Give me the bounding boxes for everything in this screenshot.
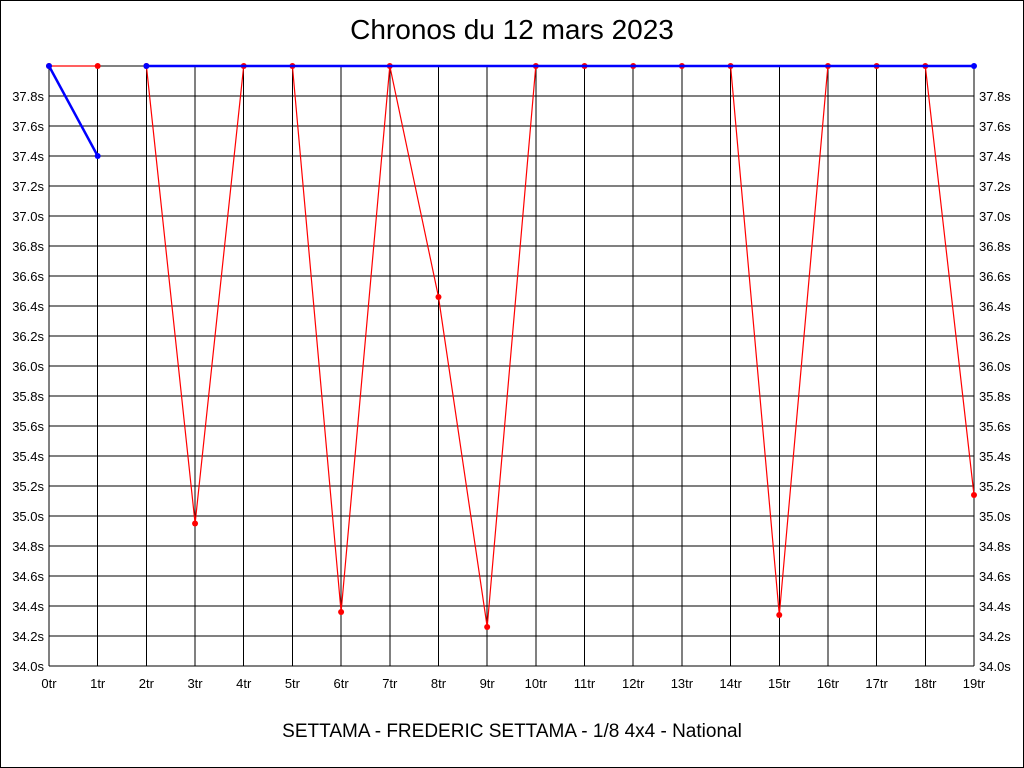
data-point-blue xyxy=(46,63,52,69)
y-tick-label-right: 37.0s xyxy=(979,209,1011,224)
x-tick-label: 15tr xyxy=(768,676,791,691)
y-tick-label-right: 36.4s xyxy=(979,299,1011,314)
y-tick-label-right: 35.4s xyxy=(979,449,1011,464)
y-tick-label-right: 34.2s xyxy=(979,629,1011,644)
y-tick-label-left: 37.8s xyxy=(12,89,44,104)
x-tick-label: 13tr xyxy=(671,676,694,691)
y-tick-label-left: 36.2s xyxy=(12,329,44,344)
y-tick-label-left: 35.6s xyxy=(12,419,44,434)
y-tick-label-left: 34.4s xyxy=(12,599,44,614)
y-tick-label-right: 34.6s xyxy=(979,569,1011,584)
x-tick-label: 11tr xyxy=(574,676,596,691)
x-tick-label: 8tr xyxy=(431,676,447,691)
y-tick-label-right: 37.4s xyxy=(979,149,1011,164)
x-tick-label: 14tr xyxy=(719,676,742,691)
data-point-red xyxy=(435,294,442,300)
y-tick-label-left: 37.4s xyxy=(12,149,44,164)
y-tick-label-right: 37.8s xyxy=(979,89,1011,104)
series-line-red xyxy=(145,65,975,628)
y-tick-label-left: 37.2s xyxy=(12,179,44,194)
y-tick-label-right: 35.8s xyxy=(979,389,1011,404)
chart-tick-labels: 34.0s 34.0s 34.2s 34.2s 34.4s 34.4s 34.6s 34.6s… xyxy=(12,89,1011,691)
x-tick-label: 10tr xyxy=(525,676,548,691)
y-tick-label-left: 36.6s xyxy=(12,269,44,284)
x-tick-label: 7tr xyxy=(382,676,398,691)
data-point-red xyxy=(94,63,101,69)
y-tick-label-right: 37.2s xyxy=(979,179,1011,194)
y-tick-label-left: 35.8s xyxy=(12,389,44,404)
x-tick-label: 17tr xyxy=(865,676,888,691)
data-point-red xyxy=(484,624,491,630)
y-tick-label-right: 35.0s xyxy=(979,509,1011,524)
y-tick-label-left: 37.0s xyxy=(12,209,44,224)
y-tick-label-left: 35.0s xyxy=(12,509,44,524)
data-point-red xyxy=(776,612,783,618)
data-point-red xyxy=(192,520,199,527)
x-tick-label: 16tr xyxy=(817,676,840,691)
x-tick-label: 5tr xyxy=(285,676,301,691)
y-tick-label-left: 37.6s xyxy=(12,119,44,134)
x-tick-label: 9tr xyxy=(480,676,496,691)
y-tick-label-left: 34.0s xyxy=(12,659,44,674)
y-tick-label-left: 34.2s xyxy=(12,629,44,644)
y-tick-label-right: 36.0s xyxy=(979,359,1011,374)
x-tick-label: 6tr xyxy=(334,676,350,691)
data-point-blue xyxy=(143,63,150,69)
x-tick-label: 4tr xyxy=(236,676,252,691)
x-tick-label: 12tr xyxy=(622,676,645,691)
y-tick-label-right: 34.8s xyxy=(979,539,1011,554)
x-tick-label: 18tr xyxy=(914,676,937,691)
x-tick-label: 2tr xyxy=(139,676,155,691)
y-tick-label-left: 36.8s xyxy=(12,239,44,254)
x-tick-label: 1tr xyxy=(90,676,106,691)
y-tick-label-left: 35.2s xyxy=(12,479,44,494)
y-tick-label-right: 36.2s xyxy=(979,329,1011,344)
chart-title: Chronos du 12 mars 2023 xyxy=(350,14,674,45)
y-tick-label-right: 34.4s xyxy=(979,599,1011,614)
x-tick-label: 0tr xyxy=(41,676,57,691)
y-tick-label-right: 35.6s xyxy=(979,419,1011,434)
y-tick-label-left: 36.4s xyxy=(12,299,44,314)
data-point-blue xyxy=(94,153,101,159)
x-tick-label: 3tr xyxy=(187,676,203,691)
data-point-red xyxy=(338,609,345,615)
y-tick-label-right: 34.0s xyxy=(979,659,1011,674)
series-line-blue xyxy=(47,65,99,157)
chart-series-group xyxy=(46,63,977,630)
data-point-blue xyxy=(971,63,977,69)
y-tick-label-right: 37.6s xyxy=(979,119,1011,134)
y-tick-label-left: 34.8s xyxy=(12,539,44,554)
y-tick-label-left: 34.6s xyxy=(12,569,44,584)
y-tick-label-right: 36.8s xyxy=(979,239,1011,254)
y-tick-label-right: 35.2s xyxy=(979,479,1011,494)
chart-grid xyxy=(48,65,975,667)
x-tick-label: 19tr xyxy=(963,676,986,691)
data-point-red xyxy=(971,492,977,498)
y-tick-label-left: 36.0s xyxy=(12,359,44,374)
chart-footer: SETTAMA - FREDERIC SETTAMA - 1/8 4x4 - N… xyxy=(282,721,742,742)
y-tick-label-right: 36.6s xyxy=(979,269,1011,284)
y-tick-label-left: 35.4s xyxy=(12,449,44,464)
